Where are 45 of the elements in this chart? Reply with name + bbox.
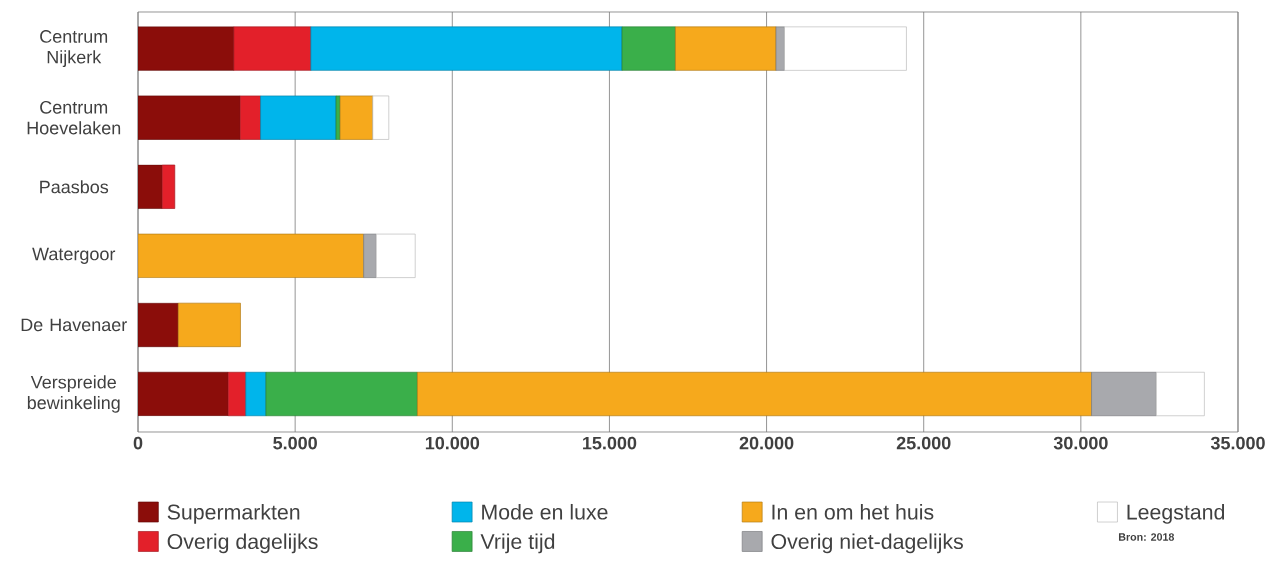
legend-label: Overig dagelijks	[167, 533, 318, 554]
x-tick-label: 35.000	[1210, 436, 1265, 450]
y-tick-label: Watergoor	[32, 247, 116, 264]
bar	[1155, 371, 1205, 417]
bar	[375, 233, 416, 278]
bar	[784, 26, 907, 71]
bar	[138, 233, 365, 278]
bar	[310, 26, 623, 71]
legend-label: Mode en luxe	[482, 503, 608, 520]
bar	[621, 26, 676, 71]
bar	[265, 371, 418, 417]
legend-label: In en om het huis	[772, 503, 934, 520]
x-tick-label: 15.000	[583, 436, 637, 450]
bar	[239, 95, 261, 140]
y-tick-label: Verspreide bewinkeling	[27, 375, 120, 413]
y-tick-label: Paasbos	[40, 180, 109, 194]
x-tick-label: 10.000	[425, 436, 480, 450]
legend-label: Overig niet-dagelijks	[771, 533, 963, 554]
bar	[233, 26, 312, 71]
x-tick-label: 30.000	[1053, 436, 1108, 450]
bar	[227, 371, 247, 417]
y-tick-label: De Havenaer	[21, 318, 127, 332]
bar	[161, 164, 176, 209]
x-tick-label: 20.000	[739, 436, 794, 450]
bar	[138, 95, 241, 140]
bar	[372, 95, 390, 140]
x-tick-label: 5.000	[273, 436, 317, 450]
bar	[260, 95, 337, 140]
legend-label: Supermarkten	[167, 503, 300, 524]
y-tick-label: Centrum Hoevelaken	[27, 100, 121, 135]
bar	[417, 371, 1092, 417]
bar	[775, 26, 785, 71]
bar	[245, 371, 267, 417]
bar	[177, 302, 241, 348]
bar	[363, 233, 377, 278]
bar	[675, 26, 777, 71]
bar	[339, 95, 374, 140]
bar	[1091, 371, 1157, 417]
legend-label: Leegstand	[1127, 503, 1225, 524]
y-tick-label: Centrum Nijkerk	[40, 30, 108, 68]
text: Bron: 2018	[1118, 533, 1175, 541]
x-tick-label: 0	[133, 436, 143, 450]
bar	[138, 302, 179, 348]
legend-label: Vrije tijd	[480, 533, 555, 554]
x-tick-label: 25.000	[896, 436, 951, 450]
